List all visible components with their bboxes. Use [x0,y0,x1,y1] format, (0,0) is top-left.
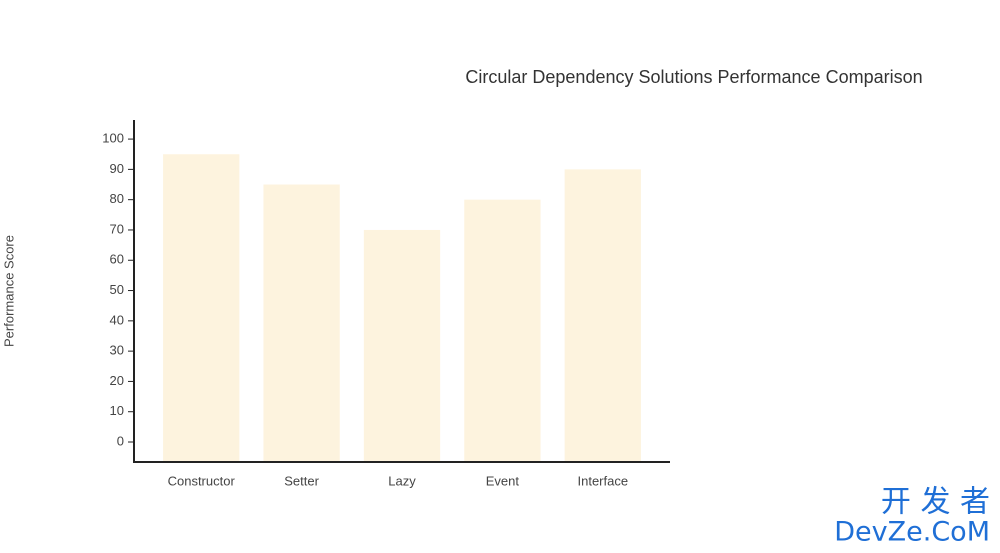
bar [464,199,541,462]
bar [363,229,441,462]
y-tick-label: 60 [110,252,124,267]
y-tick-label: 0 [117,433,124,448]
y-tick-label: 10 [110,403,124,418]
chart-title: Circular Dependency Solutions Performanc… [465,67,922,87]
y-axis-label: Performance Score [1,235,16,347]
y-tick-label: 90 [110,161,124,176]
watermark-bottom: DevZe.CoM [834,517,990,548]
x-tick-label: Constructor [168,473,236,488]
y-tick-label: 50 [110,282,124,297]
y-tick-label: 100 [102,131,124,146]
y-tick-label: 70 [110,221,124,236]
y-tick-label: 80 [110,191,124,206]
y-tick-label: 30 [110,343,124,358]
x-tick-label: Lazy [388,473,416,488]
x-tick-label: Interface [578,473,629,488]
x-tick-label: Event [486,473,520,488]
x-tick-label: Setter [284,473,319,488]
y-tick-label: 40 [110,312,124,327]
y-tick-label: 20 [110,373,124,388]
bar [564,169,641,462]
bar [263,184,340,462]
watermark-top: 开 发 者 [881,485,990,520]
bar [163,154,240,462]
